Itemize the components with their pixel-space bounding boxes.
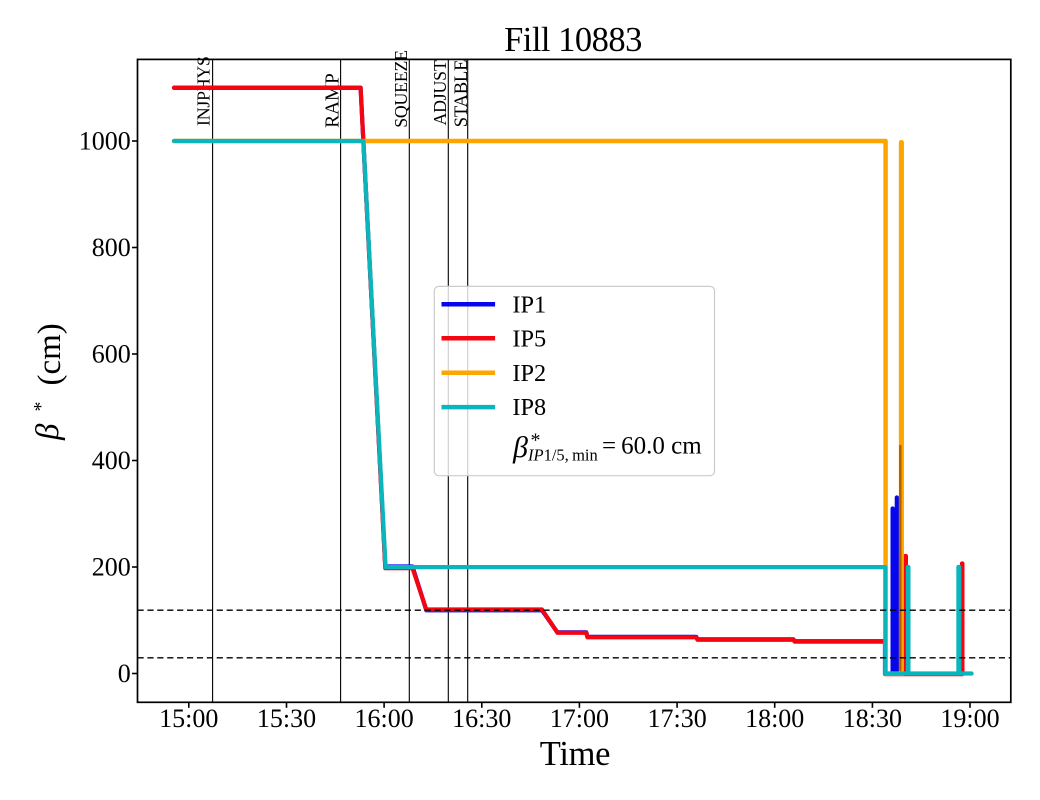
svg-text:200: 200 (92, 553, 131, 582)
svg-text:β: β (30, 423, 66, 441)
svg-text:17:00: 17:00 (550, 704, 609, 733)
svg-text:IP1/5, min: IP1/5, min (527, 445, 598, 464)
svg-text:*: * (30, 402, 52, 412)
svg-text:18:00: 18:00 (745, 704, 804, 733)
svg-text:Time: Time (540, 735, 610, 773)
svg-text:18:30: 18:30 (843, 704, 902, 733)
svg-text:19:00: 19:00 (940, 704, 999, 733)
svg-text:15:30: 15:30 (257, 704, 316, 733)
svg-text:IP5: IP5 (512, 325, 546, 352)
svg-text:600: 600 (92, 340, 131, 369)
svg-text:*: * (531, 430, 541, 452)
svg-text:0: 0 (118, 659, 131, 688)
svg-text:16:00: 16:00 (354, 704, 413, 733)
svg-text:ADJUST: ADJUST (430, 60, 450, 125)
svg-text:1000: 1000 (79, 127, 131, 156)
svg-text:RAMP: RAMP (323, 73, 344, 128)
svg-text:IP8: IP8 (512, 394, 546, 421)
svg-text:15:00: 15:00 (159, 704, 218, 733)
svg-text:IP2: IP2 (512, 360, 546, 387)
svg-text:STABLE: STABLE (451, 60, 472, 128)
svg-text:16:30: 16:30 (452, 704, 511, 733)
svg-text:SQUEEZE: SQUEEZE (391, 50, 411, 128)
svg-text:= 60.0 cm: = 60.0 cm (602, 433, 702, 460)
svg-text:INJPHYS: INJPHYS (193, 56, 213, 126)
svg-text:Fill 10883: Fill 10883 (504, 21, 642, 59)
svg-text:800: 800 (92, 233, 131, 262)
svg-text:17:30: 17:30 (647, 704, 706, 733)
svg-text:β: β (512, 431, 528, 464)
svg-text:(cm): (cm) (32, 323, 68, 385)
svg-text:400: 400 (92, 446, 131, 475)
svg-text:IP1: IP1 (512, 291, 546, 318)
